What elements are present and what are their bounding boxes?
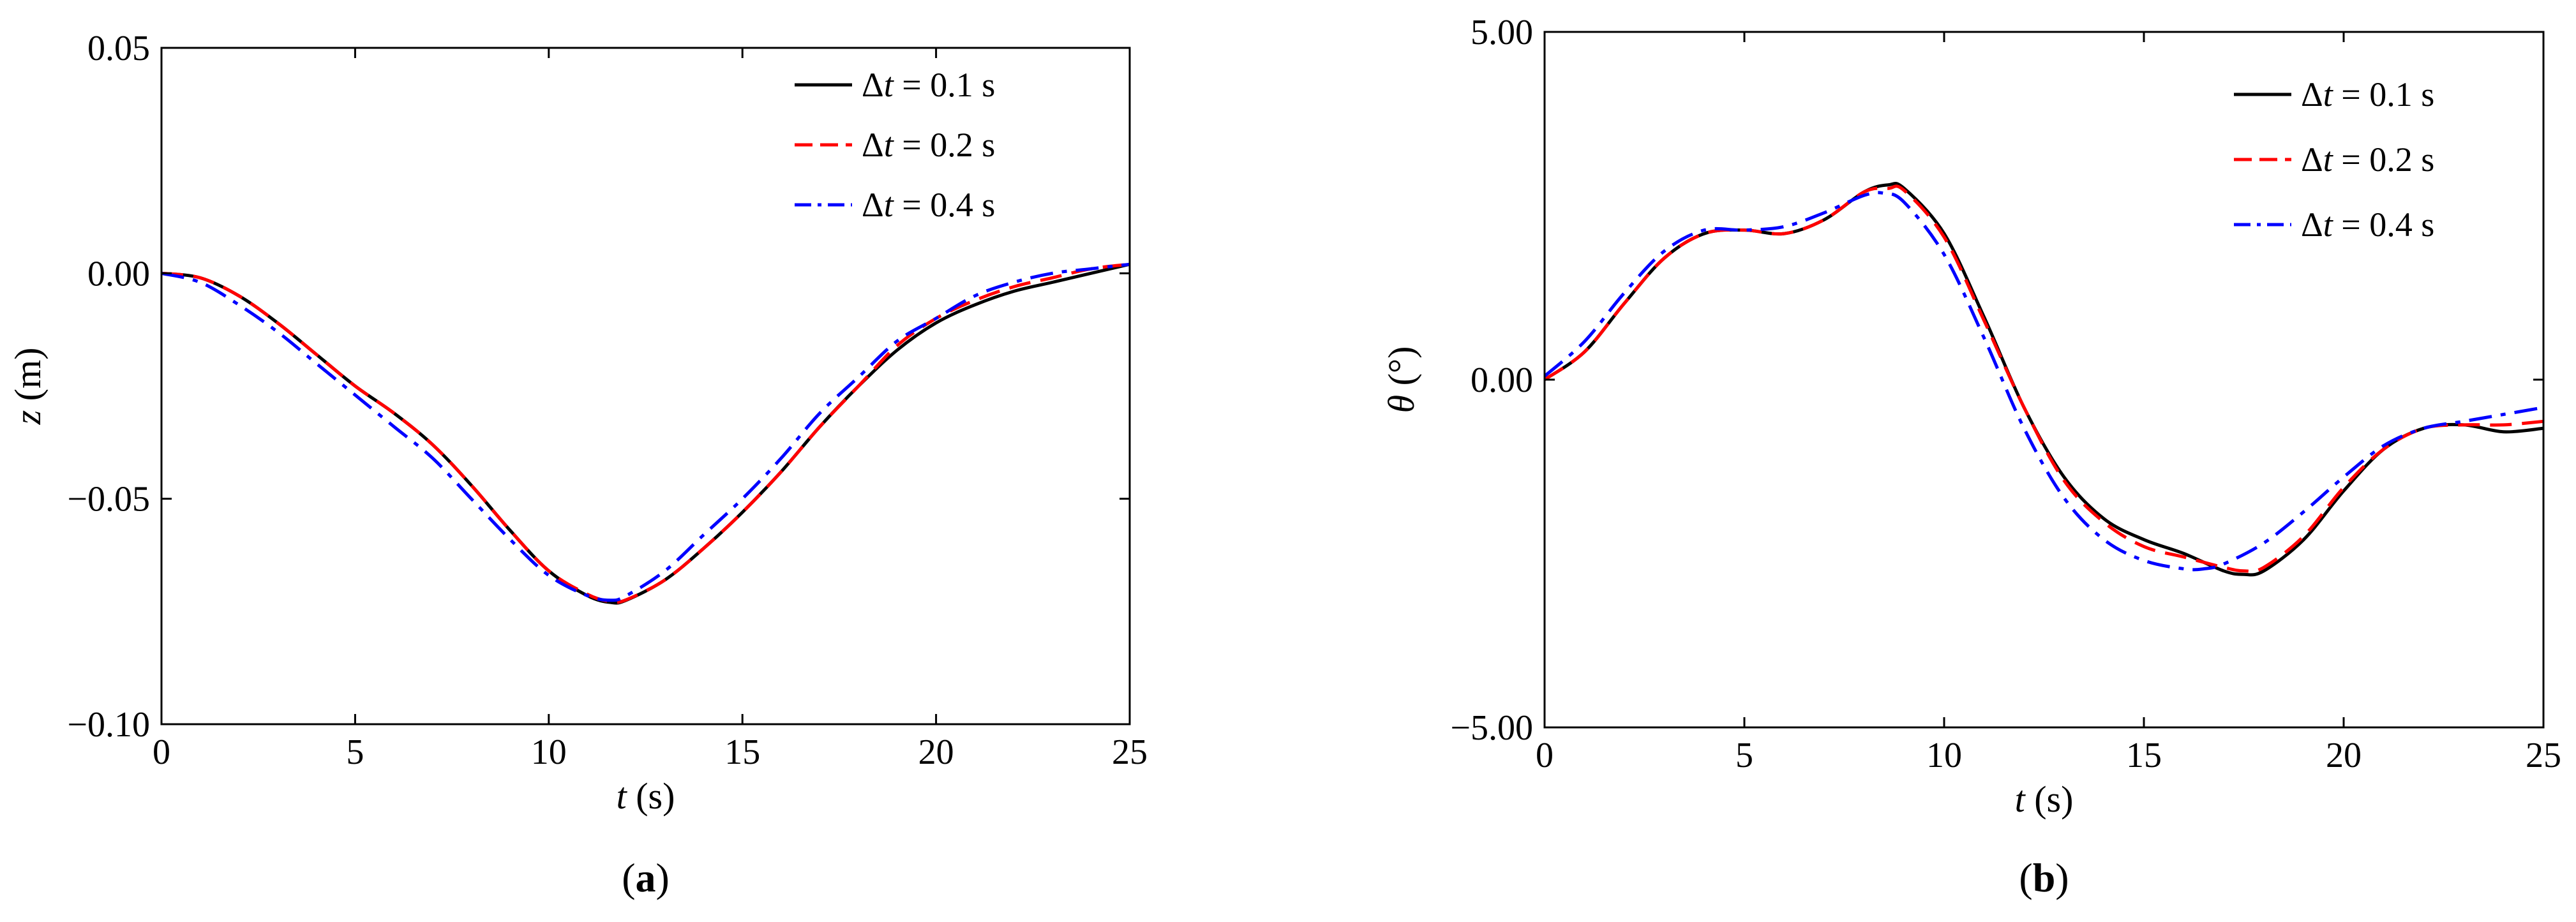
- legend-variable: t: [884, 66, 895, 104]
- x-axis-label: t (s): [2015, 778, 2074, 820]
- x-axis-unit: (s): [627, 775, 675, 817]
- y-tick-label: 0.00: [87, 254, 150, 294]
- legend-delta: Δ: [2301, 205, 2323, 244]
- x-axis-label: t (s): [617, 775, 675, 817]
- legend-value: = 0.4 s: [894, 186, 995, 224]
- y-axis-unit: (m): [7, 348, 49, 410]
- chart-a: 0 5 10 15 20 25 −0.10 −0.05 0.00 0.05 t (s) z (m) Δt…: [7, 29, 1148, 900]
- series-line-3: [1545, 191, 2543, 572]
- legend-label-2: Δt = 0.2 s: [2301, 140, 2434, 179]
- plot-frame: [1543, 31, 2545, 729]
- legend: Δt = 0.1 sΔt = 0.2 sΔt = 0.4 s: [2234, 75, 2434, 244]
- x-tick-label: 25: [1112, 732, 1148, 772]
- panel-open-paren: (: [2019, 855, 2032, 900]
- series-group: [1545, 181, 2543, 577]
- x-tick-label: 15: [724, 732, 760, 772]
- panel-label: (a): [622, 855, 670, 900]
- series-line-2: [1545, 184, 2543, 573]
- series-line-1: [161, 262, 1130, 605]
- legend-value: = 0.2 s: [894, 126, 995, 164]
- x-tick-label: 5: [346, 732, 364, 772]
- legend: Δt = 0.1 sΔt = 0.2 sΔt = 0.4 s: [795, 66, 995, 224]
- legend-label-1: Δt = 0.1 s: [862, 66, 995, 104]
- panel-letter: a: [636, 855, 656, 900]
- legend-value: = 0.2 s: [2333, 140, 2434, 179]
- x-tick-label: 10: [531, 732, 567, 772]
- x-tick-label: 15: [2126, 736, 2162, 775]
- y-tick-label: −5.00: [1450, 708, 1533, 748]
- y-tick-label: −0.05: [67, 480, 150, 519]
- y-tick-label: 0.05: [87, 29, 150, 68]
- x-tick-label: 0: [153, 732, 170, 772]
- legend-value: = 0.1 s: [2333, 75, 2434, 114]
- x-tick-label: 20: [2326, 736, 2362, 775]
- legend-delta: Δ: [862, 126, 884, 164]
- panel-label: (b): [2019, 855, 2069, 900]
- x-tick-label: 10: [1926, 736, 1962, 775]
- legend-value: = 0.1 s: [894, 66, 995, 104]
- x-tick-label: 25: [2526, 736, 2561, 775]
- legend-delta: Δ: [2301, 75, 2323, 114]
- legend-label-3: Δt = 0.4 s: [2301, 205, 2434, 244]
- legend-variable: t: [2323, 205, 2334, 244]
- series-line-2: [161, 262, 1130, 604]
- legend-label-1: Δt = 0.1 s: [2301, 75, 2434, 114]
- y-tick-label: 5.00: [1471, 13, 1533, 52]
- legend-label-2: Δt = 0.2 s: [862, 126, 995, 164]
- y-axis-unit: (°): [1381, 346, 1422, 395]
- y-axis-label: θ (°): [1381, 346, 1422, 413]
- legend-delta: Δ: [2301, 140, 2323, 179]
- legend-variable: t: [2323, 140, 2334, 179]
- y-axis-variable: θ: [1381, 395, 1422, 413]
- legend-value: = 0.4 s: [2333, 205, 2434, 244]
- legend-delta: Δ: [862, 186, 884, 224]
- x-axis-variable: t: [2015, 778, 2026, 820]
- plot-frame: [160, 47, 1131, 725]
- y-axis-variable: z: [7, 410, 49, 426]
- legend-variable: t: [884, 126, 895, 164]
- panel-close-paren: ): [2055, 855, 2069, 900]
- legend-variable: t: [884, 186, 895, 224]
- panel-open-paren: (: [622, 855, 635, 900]
- y-axis-label: z (m): [7, 348, 49, 426]
- panel-close-paren: ): [656, 855, 670, 900]
- x-axis-variable: t: [617, 775, 628, 817]
- chart-b: 0 5 10 15 20 25 −5.00 0.00 5.00 t (s) θ (°) Δt = 0.…: [1381, 13, 2561, 900]
- panel-letter: b: [2033, 855, 2056, 900]
- legend-variable: t: [2323, 75, 2334, 114]
- x-tick-label: 5: [1735, 736, 1753, 775]
- x-tick-label: 0: [1536, 736, 1554, 775]
- series-group: [161, 262, 1130, 605]
- y-tick-label: −0.10: [67, 705, 150, 745]
- legend-label-3: Δt = 0.4 s: [862, 186, 995, 224]
- series-line-3: [161, 262, 1130, 602]
- x-axis-unit: (s): [2025, 778, 2074, 820]
- legend-delta: Δ: [862, 66, 884, 104]
- x-tick-label: 20: [918, 732, 954, 772]
- y-tick-label: 0.00: [1471, 361, 1533, 400]
